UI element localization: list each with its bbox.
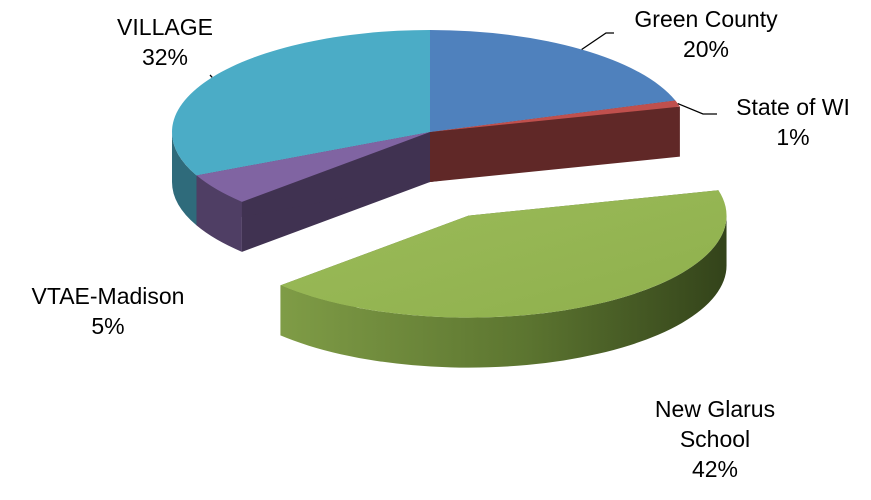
label-state-wi-pct: 1% (776, 124, 810, 150)
slice-vtae-madison (196, 132, 430, 202)
leader-village (209, 74, 213, 78)
slice-wall-state-of-wi-1 (430, 106, 680, 182)
leader-state-wi (677, 102, 717, 115)
label-new-glarus-pct: 42% (691, 456, 739, 482)
slice-side-vtae-madison-0 (196, 175, 242, 252)
slice-new-glarus-school (280, 190, 727, 318)
label-new-glarus-line2: School (679, 426, 751, 452)
label-green-county-pct: 20% (682, 36, 730, 62)
label-state-wi-name: State of WI (736, 94, 850, 120)
label-vtae-pct: 5% (91, 313, 125, 339)
label-village-pct: 32% (141, 44, 189, 70)
label-village-name: VILLAGE (117, 14, 213, 40)
label-new-glarus-line1: New Glarus (654, 396, 776, 422)
slice-village (171, 30, 430, 176)
slice-state-of-wi (430, 100, 680, 132)
label-village: VILLAGE 32% (90, 12, 240, 72)
label-new-glarus: New Glarus School 42% (625, 394, 805, 484)
label-green-county: Green County 20% (606, 4, 806, 64)
leader-green-county (581, 32, 614, 51)
leader-lines (209, 32, 717, 115)
slice-side-village-0 (172, 132, 197, 226)
slice-wall-vtae-madison-1 (196, 132, 430, 226)
slice-side-new-glarus-school-0 (280, 215, 727, 368)
label-vtae-name: VTAE-Madison (31, 283, 185, 309)
slice-green-county (430, 30, 676, 132)
label-state-wi: State of WI 1% (718, 92, 868, 152)
label-green-county-name: Green County (634, 6, 778, 32)
pie-tops (171, 30, 727, 368)
label-vtae: VTAE-Madison 5% (8, 281, 208, 341)
